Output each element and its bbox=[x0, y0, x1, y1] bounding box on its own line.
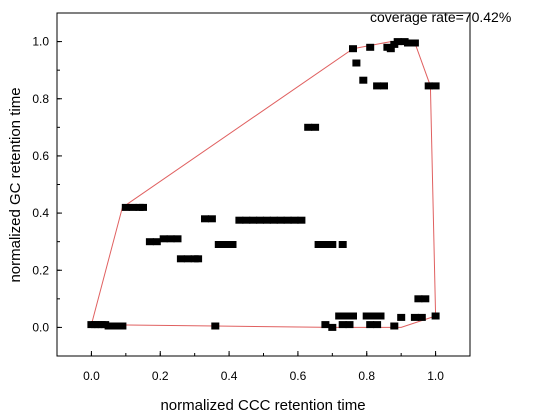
data-point-67 bbox=[376, 312, 385, 320]
x-tick-label-0: 0.0 bbox=[83, 369, 100, 383]
data-point-41 bbox=[314, 241, 323, 248]
x-tick-label-5: 1.0 bbox=[427, 369, 444, 383]
data-point-25 bbox=[211, 322, 220, 330]
data-point-19 bbox=[176, 255, 185, 263]
data-point-51 bbox=[345, 321, 354, 329]
data-point-23 bbox=[201, 215, 209, 223]
y-tick-label-5: 1.0 bbox=[32, 35, 49, 49]
data-point-64 bbox=[410, 39, 419, 47]
data-point-42 bbox=[321, 241, 330, 248]
data-point-16 bbox=[159, 235, 168, 243]
data-point-43 bbox=[328, 241, 337, 248]
y-tick-label-1: 0.2 bbox=[32, 263, 49, 277]
y-tick-label-4: 0.8 bbox=[32, 92, 49, 106]
y-tick-label-2: 0.4 bbox=[32, 206, 49, 220]
data-point-70 bbox=[390, 322, 399, 330]
data-points bbox=[87, 38, 440, 331]
x-tick-label-2: 0.4 bbox=[221, 369, 238, 383]
x-tick-label-3: 0.6 bbox=[290, 369, 307, 383]
x-tick-label-1: 0.2 bbox=[152, 369, 169, 383]
data-point-75 bbox=[421, 295, 430, 303]
y-axis-label: normalized GC retention time bbox=[7, 87, 24, 282]
data-point-32 bbox=[256, 216, 265, 224]
data-point-65 bbox=[362, 312, 371, 320]
data-point-29 bbox=[235, 216, 244, 224]
data-point-24 bbox=[207, 215, 216, 223]
data-point-40 bbox=[311, 123, 320, 131]
data-point-68 bbox=[366, 321, 375, 329]
data-point-22 bbox=[194, 255, 203, 263]
data-point-28 bbox=[228, 241, 237, 248]
data-point-52 bbox=[349, 45, 357, 53]
data-point-39 bbox=[304, 123, 313, 131]
data-point-20 bbox=[183, 255, 192, 263]
data-point-77 bbox=[431, 82, 440, 90]
data-point-17 bbox=[166, 235, 175, 243]
data-point-57 bbox=[380, 82, 388, 90]
data-point-14 bbox=[145, 238, 154, 246]
data-point-27 bbox=[221, 241, 230, 248]
y-tick-label-0: 0.0 bbox=[32, 320, 49, 334]
data-point-71 bbox=[397, 313, 406, 321]
data-point-34 bbox=[269, 216, 278, 224]
data-point-9 bbox=[118, 322, 127, 330]
data-point-37 bbox=[290, 216, 299, 224]
data-point-18 bbox=[173, 235, 182, 243]
data-point-54 bbox=[359, 76, 368, 84]
data-point-53 bbox=[352, 59, 361, 67]
data-point-48 bbox=[342, 312, 351, 320]
data-point-13 bbox=[139, 203, 147, 211]
data-point-44 bbox=[338, 241, 347, 248]
data-point-15 bbox=[152, 238, 161, 246]
data-point-61 bbox=[393, 38, 402, 46]
data-point-76 bbox=[424, 82, 433, 90]
data-point-49 bbox=[349, 312, 357, 320]
data-point-38 bbox=[297, 216, 306, 224]
data-point-56 bbox=[373, 82, 382, 90]
data-point-45 bbox=[321, 321, 330, 329]
data-point-33 bbox=[262, 216, 271, 224]
data-point-66 bbox=[369, 312, 378, 320]
data-point-26 bbox=[214, 241, 223, 248]
data-point-30 bbox=[242, 216, 251, 224]
data-point-11 bbox=[128, 203, 137, 211]
x-tick-label-4: 0.8 bbox=[358, 369, 375, 383]
data-point-50 bbox=[338, 321, 347, 329]
data-point-73 bbox=[417, 313, 426, 321]
x-axis-label: normalized CCC retention time bbox=[160, 397, 365, 414]
data-point-55 bbox=[366, 43, 375, 51]
x-axis: 0.0 0.2 0.4 0.6 0.8 1.0 bbox=[56, 351, 471, 383]
data-point-46 bbox=[328, 323, 337, 331]
y-axis: 0.0 0.2 0.4 0.6 0.8 1.0 bbox=[32, 12, 62, 357]
data-point-31 bbox=[249, 216, 258, 224]
data-point-72 bbox=[410, 313, 419, 321]
data-point-10 bbox=[121, 203, 130, 211]
data-point-35 bbox=[276, 216, 285, 224]
data-point-63 bbox=[404, 39, 412, 47]
data-point-69 bbox=[373, 321, 382, 329]
coverage-annotation: coverage rate=70.42% bbox=[370, 9, 511, 25]
data-point-36 bbox=[283, 216, 292, 224]
data-point-47 bbox=[335, 312, 344, 320]
plot-frame bbox=[56, 12, 471, 357]
data-point-74 bbox=[414, 295, 423, 303]
y-tick-label-3: 0.6 bbox=[32, 149, 49, 163]
data-point-59 bbox=[386, 45, 395, 53]
data-point-78 bbox=[431, 312, 440, 320]
